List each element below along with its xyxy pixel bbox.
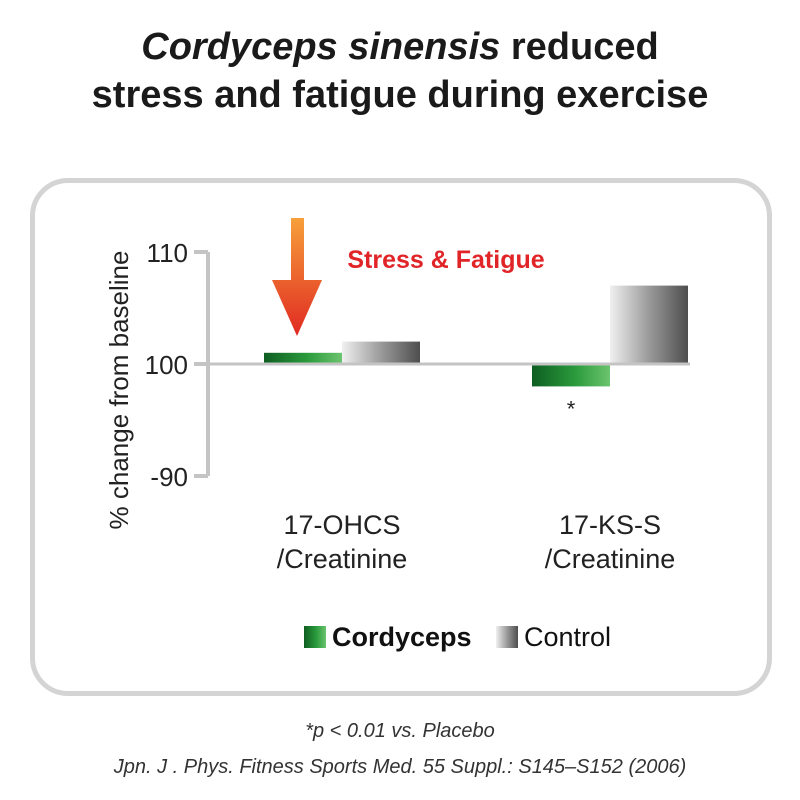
title-rest: reduced — [500, 26, 659, 68]
legend-label-control: Control — [524, 622, 611, 652]
citation-footnote: Jpn. J . Phys. Fitness Sports Med. 55 Su… — [113, 756, 687, 778]
bars: * — [208, 285, 690, 421]
chart-panel — [30, 178, 772, 696]
x-category-label: 17-KS-S — [559, 510, 661, 540]
y-tick-label: -90 — [150, 462, 188, 492]
axes: 110 100 -90 — [145, 238, 210, 492]
bar-control-0 — [342, 341, 420, 364]
down-arrow-icon — [272, 218, 322, 336]
legend-label-cordyceps: Cordyceps — [332, 622, 472, 652]
down-arrow-shape — [272, 218, 322, 336]
bar-control-1 — [610, 285, 688, 364]
x-category-label: 17-OHCS — [283, 510, 400, 540]
bar-cordyceps-1 — [532, 364, 610, 387]
y-tick-label: 110 — [147, 238, 188, 268]
legend: Cordyceps Control — [304, 622, 611, 652]
significance-footnote: *p < 0.01 vs. Placebo — [305, 720, 495, 742]
bar-cordyceps-0 — [264, 352, 342, 364]
chart-title-line-2: stress and fatigue during exercise — [91, 74, 709, 116]
legend-swatch-control — [496, 626, 518, 648]
y-tick-label: 100 — [145, 350, 188, 380]
chart-title-line-1: Cordyceps sinensis reduced — [0, 26, 800, 69]
stress-fatigue-annotation: Stress & Fatigue — [347, 246, 544, 274]
axis-labels: % change from baseline 17-OHCS/Creatinine… — [104, 251, 675, 574]
legend-swatch-cordyceps — [304, 626, 326, 648]
significance-marker: * — [567, 396, 576, 421]
x-category-label: /Creatinine — [277, 544, 408, 574]
x-category-label: /Creatinine — [545, 544, 676, 574]
title-species-name: Cordyceps sinensis — [141, 26, 501, 68]
y-axis-label: % change from baseline — [104, 251, 134, 530]
